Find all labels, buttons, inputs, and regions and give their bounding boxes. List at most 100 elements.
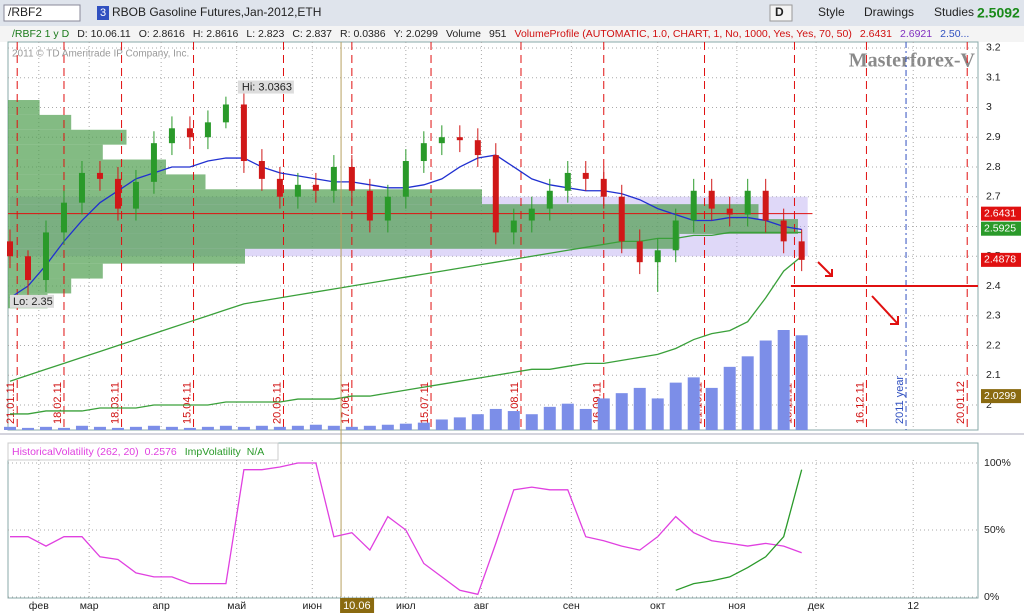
profile-bar	[8, 219, 798, 234]
volume-bar	[615, 393, 628, 430]
price-label: 2.5925	[984, 222, 1016, 234]
volume-bar	[453, 417, 466, 430]
volume-bar	[597, 398, 610, 430]
candle-body	[528, 208, 535, 221]
vol-header	[7, 442, 279, 461]
volume-bar	[417, 422, 430, 430]
price-label-box	[981, 389, 1021, 404]
style-btn[interactable]: Style	[818, 5, 845, 19]
date-marker-label: 21.01.11	[5, 382, 17, 424]
lo-label: Lo: 2.35	[13, 296, 53, 308]
x-tick-label: апр	[152, 600, 170, 612]
profile-bar	[8, 174, 206, 190]
candle-body	[204, 122, 211, 138]
legend-value: 0.2576	[145, 446, 177, 458]
info-p2: 2.6921	[900, 28, 932, 40]
volume-bar	[435, 419, 448, 430]
y-tick-label: 2.1	[986, 369, 1001, 381]
profile-bar	[8, 100, 40, 115]
x-tick-label: июл	[396, 600, 416, 612]
volume-bar	[471, 414, 484, 430]
x-tick-label: май	[227, 600, 246, 612]
hi-label: Hi: 3.0363	[242, 81, 292, 93]
candle-body	[726, 208, 733, 215]
volume-bar	[669, 382, 682, 430]
volume-bar	[723, 366, 736, 430]
x-tick-label: авг	[474, 600, 489, 612]
info-texts: /RBF2 1 y D D: 10.06.11 O: 2.8616 H: 2.8616…	[12, 28, 969, 40]
x-tick-label: дек	[808, 600, 825, 612]
volume-bar	[237, 426, 250, 430]
studies-btn[interactable]: Studies	[934, 5, 974, 19]
info-open: O: 2.8616	[139, 28, 185, 40]
candle-body	[474, 140, 481, 156]
volume-bar	[777, 330, 790, 430]
ma-line	[9, 231, 802, 382]
symbol-box[interactable]	[3, 4, 81, 22]
y-tick-label: 50%	[984, 524, 1005, 536]
link-box[interactable]	[97, 6, 109, 20]
volume-bar	[381, 424, 394, 430]
cursor-box	[340, 598, 375, 613]
profile-bar	[8, 278, 72, 294]
volume-bar	[75, 425, 88, 430]
vol-line	[10, 462, 802, 596]
aggregation[interactable]: D	[775, 5, 784, 19]
candle-body	[744, 190, 751, 215]
candle-body	[186, 128, 193, 138]
x-tick-label: фев	[29, 600, 49, 612]
volume-bar	[363, 425, 376, 430]
candle-body	[330, 166, 337, 191]
candle-body	[492, 155, 499, 233]
profile-bar	[8, 159, 166, 175]
volume-bar	[21, 427, 34, 430]
volume-bar	[111, 427, 124, 430]
volume-bar	[291, 425, 304, 430]
candle-body	[708, 190, 715, 209]
candle-body	[636, 241, 643, 263]
candle-body	[366, 190, 373, 221]
y-tick-label: 2.3	[986, 310, 1001, 322]
candle-body	[294, 184, 301, 197]
volume-bar	[255, 425, 268, 430]
arrow	[871, 295, 899, 325]
symbol[interactable]: /RBF2	[8, 5, 42, 19]
volume-bar	[561, 403, 574, 430]
info-high: H: 2.8616	[193, 28, 239, 40]
candle-body	[7, 241, 13, 257]
link[interactable]: 3	[100, 7, 106, 19]
info-volume_label: Volume	[446, 28, 481, 40]
candle-body	[312, 184, 319, 191]
info-study: /RBF2 1 y D	[12, 28, 70, 40]
candle-body	[618, 196, 625, 242]
info-volume: 951	[489, 28, 507, 40]
legend-name: HistoricalVolatility (262, 20)	[12, 446, 139, 458]
candle-body	[420, 143, 427, 162]
last-price: 2.5092	[977, 5, 1020, 21]
volume-bar	[93, 426, 106, 430]
cursor-label: 10.06	[343, 600, 371, 612]
legend-value: N/A	[247, 446, 265, 458]
x-tick-label: сен	[563, 600, 580, 612]
y-tick-label: 2.7	[986, 191, 1001, 203]
candle-body	[384, 196, 391, 221]
candle-body	[438, 137, 445, 144]
drawings-btn[interactable]: Drawings	[864, 5, 914, 19]
candle-body	[60, 202, 67, 233]
profile-bar	[8, 204, 759, 220]
candle-body	[150, 143, 157, 182]
info-p3: 2.50...	[940, 28, 969, 40]
volume-bar	[579, 408, 592, 430]
candle-body	[402, 161, 409, 197]
x-tick-label: 12	[907, 600, 919, 612]
volume-bar	[4, 426, 16, 430]
volume-bar	[57, 427, 70, 430]
date-marker-label: 18.02.11	[52, 382, 64, 424]
copyright: 2011 © TD Ameritrade IP Company, Inc.	[12, 49, 189, 60]
candle-body	[564, 172, 571, 191]
volume-bar	[327, 425, 340, 430]
aggregation-btn[interactable]	[769, 4, 793, 22]
candle-body	[456, 137, 463, 141]
toolbar	[0, 0, 1024, 26]
candle-body	[762, 190, 769, 221]
